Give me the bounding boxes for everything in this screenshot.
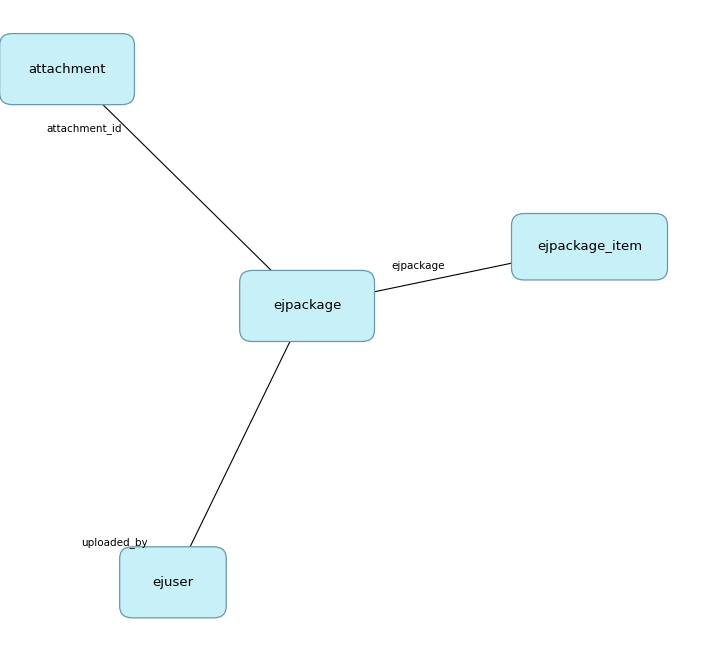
FancyBboxPatch shape xyxy=(120,547,226,618)
Text: ejuser: ejuser xyxy=(152,576,193,589)
Text: ejpackage_item: ejpackage_item xyxy=(537,240,642,253)
Text: ejpackage: ejpackage xyxy=(273,299,341,313)
Text: ejpackage: ejpackage xyxy=(392,261,445,272)
Text: uploaded_by: uploaded_by xyxy=(81,538,148,548)
Text: attachment_id: attachment_id xyxy=(46,123,121,134)
FancyBboxPatch shape xyxy=(511,213,667,280)
FancyBboxPatch shape xyxy=(0,34,134,105)
Text: attachment: attachment xyxy=(28,63,106,76)
FancyBboxPatch shape xyxy=(239,270,374,342)
